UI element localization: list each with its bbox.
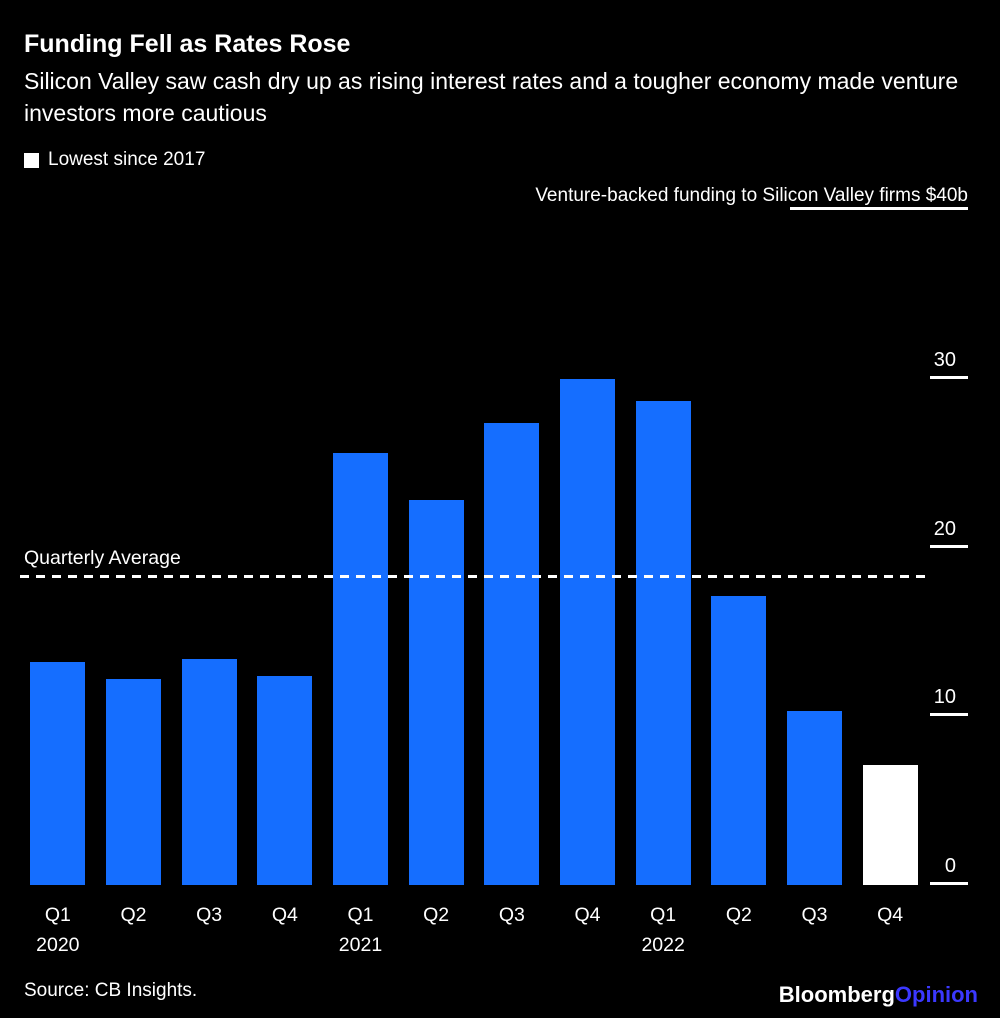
y-tick-label: 30 [933, 348, 956, 371]
year-label: 2021 [338, 934, 383, 956]
y-tick-label: 10 [933, 686, 956, 709]
x-tick-label: Q4 [271, 904, 298, 926]
x-tick-label: Q3 [196, 904, 223, 926]
bar [711, 596, 767, 885]
x-tick-label: Q2 [423, 904, 450, 926]
x-tick-label: Q2 [120, 904, 147, 926]
y-tick-label: 0 [944, 855, 956, 877]
bar [484, 422, 540, 885]
x-tick-label: Q2 [725, 904, 752, 926]
x-tick-label: Q3 [498, 904, 525, 926]
bar [333, 453, 388, 885]
chart-title: Funding Fell as Rates Rose [24, 30, 351, 58]
bar [408, 500, 464, 885]
y-tick-line [930, 544, 968, 548]
x-tick-label: Q3 [801, 904, 828, 926]
average-line [20, 574, 928, 578]
bar [787, 711, 842, 885]
bar [257, 675, 313, 885]
bar [181, 658, 237, 885]
brand-opinion: Opinion [894, 982, 978, 1007]
x-tick-label: Q1 [44, 904, 71, 926]
bar [30, 662, 86, 885]
chart-plot: 0 10 20 30 Q1 Q2 Q3 Q4 Q1 Q2 Q3 Q4 Q1 Q2 Q3 Q4 2020 2021 2… [20, 200, 968, 956]
y-axis-title: Venture-backed funding to Silicon Valley… [535, 185, 968, 206]
legend-swatch-icon [24, 152, 39, 168]
y-tick-label: 20 [933, 517, 956, 540]
bar [862, 765, 918, 885]
year-label: 2020 [36, 934, 80, 956]
legend-label: Lowest since 2017 [48, 149, 206, 170]
legend: Lowest since 2017 [24, 149, 205, 171]
x-tick-label: Q1 [347, 904, 374, 926]
brand-logo: BloombergOpinion [779, 982, 978, 1008]
x-tick-label: Q4 [574, 904, 601, 926]
y-tick-line [930, 375, 968, 379]
y-axis-top-line [790, 207, 968, 210]
x-tick-label: Q4 [877, 904, 904, 926]
y-tick-line [930, 882, 968, 885]
brand-bloomberg: Bloomberg [778, 982, 895, 1007]
x-tick-label: Q1 [650, 904, 677, 926]
average-line-label: Quarterly Average [24, 546, 181, 569]
bar [106, 679, 161, 885]
y-tick-line [930, 713, 968, 717]
bar [635, 400, 691, 885]
year-label: 2022 [641, 934, 685, 956]
source-note: Source: CB Insights. [24, 980, 198, 1001]
chart-subtitle: Silicon Valley saw cash dry up as rising… [24, 68, 959, 126]
bar [560, 378, 615, 885]
